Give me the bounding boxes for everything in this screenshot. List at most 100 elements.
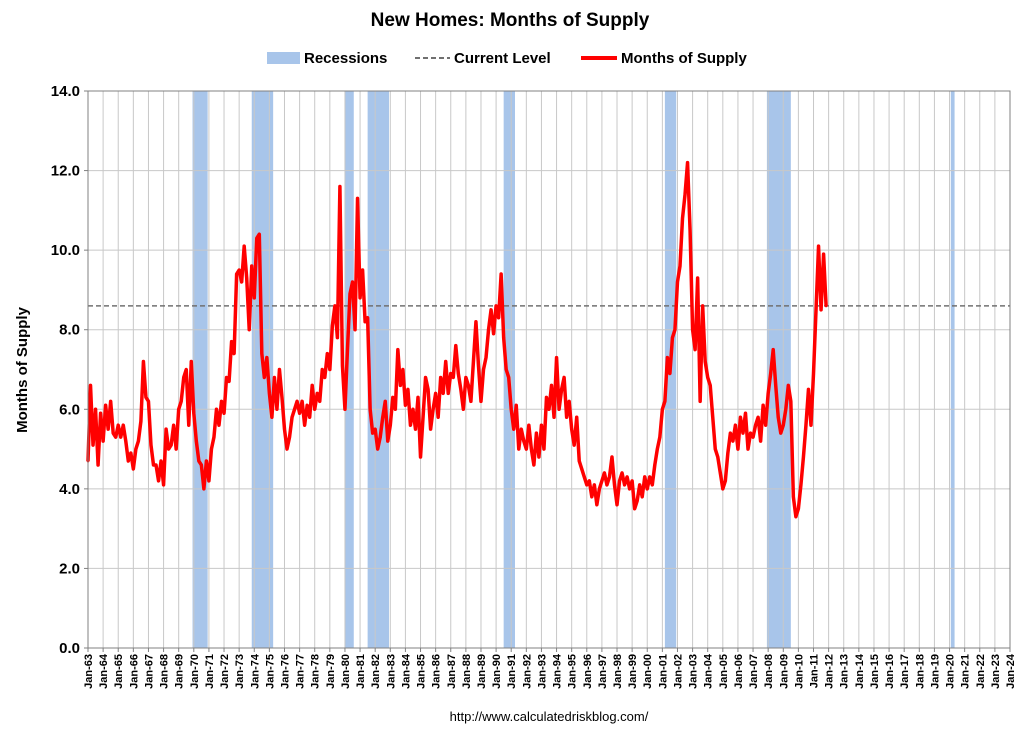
data-point bbox=[197, 459, 201, 463]
data-point bbox=[464, 376, 468, 379]
data-point bbox=[366, 316, 370, 320]
data-point bbox=[212, 435, 216, 439]
data-point bbox=[734, 423, 737, 427]
data-point bbox=[550, 384, 553, 387]
data-point bbox=[217, 423, 221, 427]
x-tick-label: Jan-20 bbox=[945, 654, 957, 689]
data-point bbox=[459, 387, 463, 391]
data-point bbox=[346, 348, 349, 352]
data-point bbox=[759, 439, 763, 443]
data-point bbox=[116, 423, 120, 427]
data-point bbox=[605, 483, 609, 487]
data-point bbox=[713, 447, 717, 451]
plot-frame bbox=[87, 90, 1011, 649]
data-point bbox=[252, 296, 256, 300]
data-point bbox=[623, 483, 626, 487]
data-point bbox=[320, 368, 324, 371]
data-points bbox=[86, 161, 828, 519]
data-point bbox=[575, 415, 579, 419]
x-tick-label: Jan-07 bbox=[748, 654, 760, 689]
data-point bbox=[398, 384, 402, 387]
data-point bbox=[356, 197, 359, 200]
data-point bbox=[416, 395, 420, 399]
x-tick-label: Jan-88 bbox=[461, 654, 473, 689]
x-tick-label: Jan-14 bbox=[854, 653, 866, 689]
legend-label-recessions: Recessions bbox=[304, 50, 387, 67]
x-tick-label: Jan-86 bbox=[431, 654, 443, 689]
data-point bbox=[671, 336, 674, 340]
recession-band bbox=[950, 91, 955, 648]
data-point bbox=[822, 252, 825, 256]
data-point bbox=[169, 443, 173, 447]
data-point bbox=[204, 459, 208, 463]
data-point bbox=[104, 403, 108, 407]
data-point bbox=[676, 280, 679, 284]
data-point bbox=[761, 403, 765, 407]
data-point bbox=[487, 328, 490, 332]
data-point bbox=[466, 384, 470, 387]
data-point bbox=[318, 399, 322, 403]
x-tick-label: Jan-72 bbox=[219, 654, 231, 689]
data-point bbox=[278, 368, 281, 371]
x-tick-label: Jan-84 bbox=[400, 653, 412, 689]
data-point bbox=[597, 487, 601, 491]
x-tick-label: Jan-05 bbox=[718, 654, 730, 689]
data-point bbox=[555, 356, 558, 359]
data-point bbox=[396, 348, 400, 352]
data-point bbox=[376, 447, 380, 451]
data-point bbox=[154, 463, 158, 467]
data-point bbox=[802, 455, 805, 459]
data-point bbox=[446, 391, 450, 395]
data-point bbox=[391, 395, 395, 399]
data-point bbox=[414, 427, 417, 431]
months-of-supply-line bbox=[86, 160, 828, 519]
source-url: http://www.calculatedriskblog.com/ bbox=[450, 709, 649, 724]
x-tick-label: Jan-89 bbox=[476, 654, 488, 689]
data-point bbox=[628, 487, 632, 491]
data-point bbox=[227, 380, 231, 383]
data-point bbox=[152, 463, 155, 467]
data-point bbox=[799, 483, 803, 487]
data-point bbox=[499, 272, 503, 276]
x-tick-label: Jan-22 bbox=[975, 654, 987, 689]
data-point bbox=[300, 399, 304, 403]
data-point bbox=[283, 427, 286, 431]
data-point bbox=[812, 372, 815, 375]
data-point bbox=[789, 399, 793, 403]
data-point bbox=[474, 320, 478, 324]
data-point bbox=[99, 411, 102, 415]
y-axis-ticks: 0.0 2.0 4.0 6.0 8.0 10.0 12.0 14.0 bbox=[51, 83, 88, 657]
data-point bbox=[716, 455, 720, 459]
data-point bbox=[600, 479, 604, 483]
data-point bbox=[285, 447, 289, 451]
x-tick-label: Jan-68 bbox=[159, 654, 171, 689]
data-point bbox=[237, 268, 241, 272]
data-point bbox=[361, 268, 364, 272]
data-point bbox=[590, 495, 594, 499]
data-point bbox=[315, 391, 319, 395]
x-tick-label: Jan-71 bbox=[204, 654, 216, 689]
y-tick-label: 0.0 bbox=[59, 640, 80, 657]
data-point bbox=[577, 459, 581, 463]
data-point bbox=[635, 499, 639, 503]
data-point bbox=[592, 483, 596, 487]
data-point bbox=[456, 372, 460, 375]
data-point bbox=[547, 407, 551, 411]
legend-swatch-recessions bbox=[267, 52, 300, 64]
data-point bbox=[164, 427, 168, 431]
x-tick-label: Jan-04 bbox=[703, 653, 715, 689]
x-tick-label: Jan-69 bbox=[174, 654, 186, 689]
data-point bbox=[245, 276, 249, 280]
data-point bbox=[603, 471, 606, 475]
data-point bbox=[721, 487, 725, 491]
x-tick-label: Jan-81 bbox=[355, 654, 367, 689]
data-point bbox=[615, 503, 619, 507]
data-point bbox=[106, 427, 110, 431]
data-point bbox=[509, 407, 513, 411]
data-point bbox=[275, 407, 279, 411]
data-point bbox=[643, 475, 647, 479]
gridlines bbox=[87, 90, 1011, 649]
data-point bbox=[502, 336, 506, 340]
x-tick-label: Jan-12 bbox=[824, 654, 836, 689]
recession-bands bbox=[192, 91, 955, 648]
